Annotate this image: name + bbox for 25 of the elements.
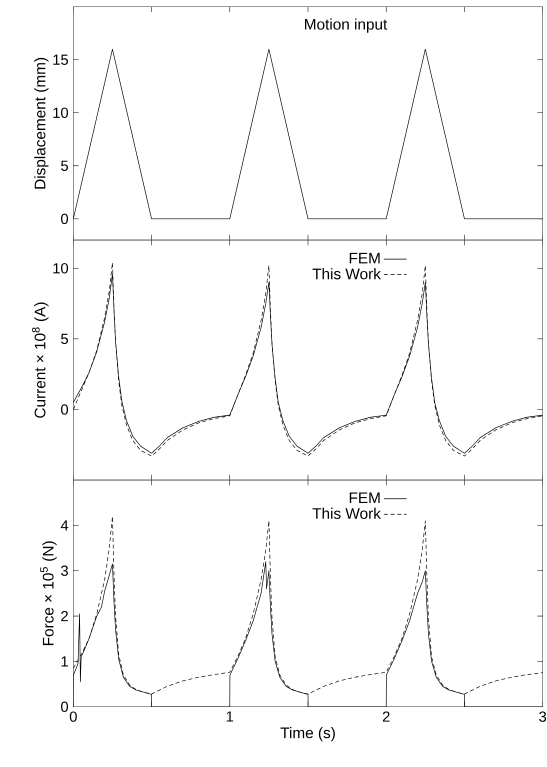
y-tick-label: 0	[61, 702, 68, 712]
x-tick-label: 3	[539, 711, 546, 722]
y-tick-label: 10	[53, 263, 68, 274]
y-tick-label: 0	[61, 404, 68, 415]
legend-label: FEM	[350, 492, 380, 504]
y-tick-label: 5	[61, 334, 68, 344]
y-axis-title: Current × 10$^{8}$ (A)	[32, 302, 48, 418]
legend-label: FEM	[350, 252, 380, 264]
x-tick-label: 1	[226, 711, 234, 722]
x-tick-label: 2	[382, 711, 390, 722]
y-tick-label: 4	[60, 520, 68, 530]
y-tick-label: 5	[61, 160, 68, 171]
y-axis-title: Displacement (mm)	[34, 58, 48, 189]
y-tick-label: 15	[53, 54, 68, 65]
y-tick-label: 3	[61, 566, 68, 576]
y-tick-label: 1	[62, 656, 68, 666]
y-tick-label: 0	[61, 214, 68, 224]
x-tick-label: 0	[70, 711, 77, 722]
y-axis-title: Force × 10$^{5}$ (N)	[40, 541, 57, 646]
x-axis-title: Time (s)	[280, 726, 335, 742]
annotation: Motion input	[305, 18, 388, 33]
legend-label: This Work	[312, 508, 381, 519]
legend-label: This Work	[312, 268, 381, 280]
y-tick-label: 2	[61, 610, 68, 622]
y-tick-label: 10	[53, 108, 68, 118]
